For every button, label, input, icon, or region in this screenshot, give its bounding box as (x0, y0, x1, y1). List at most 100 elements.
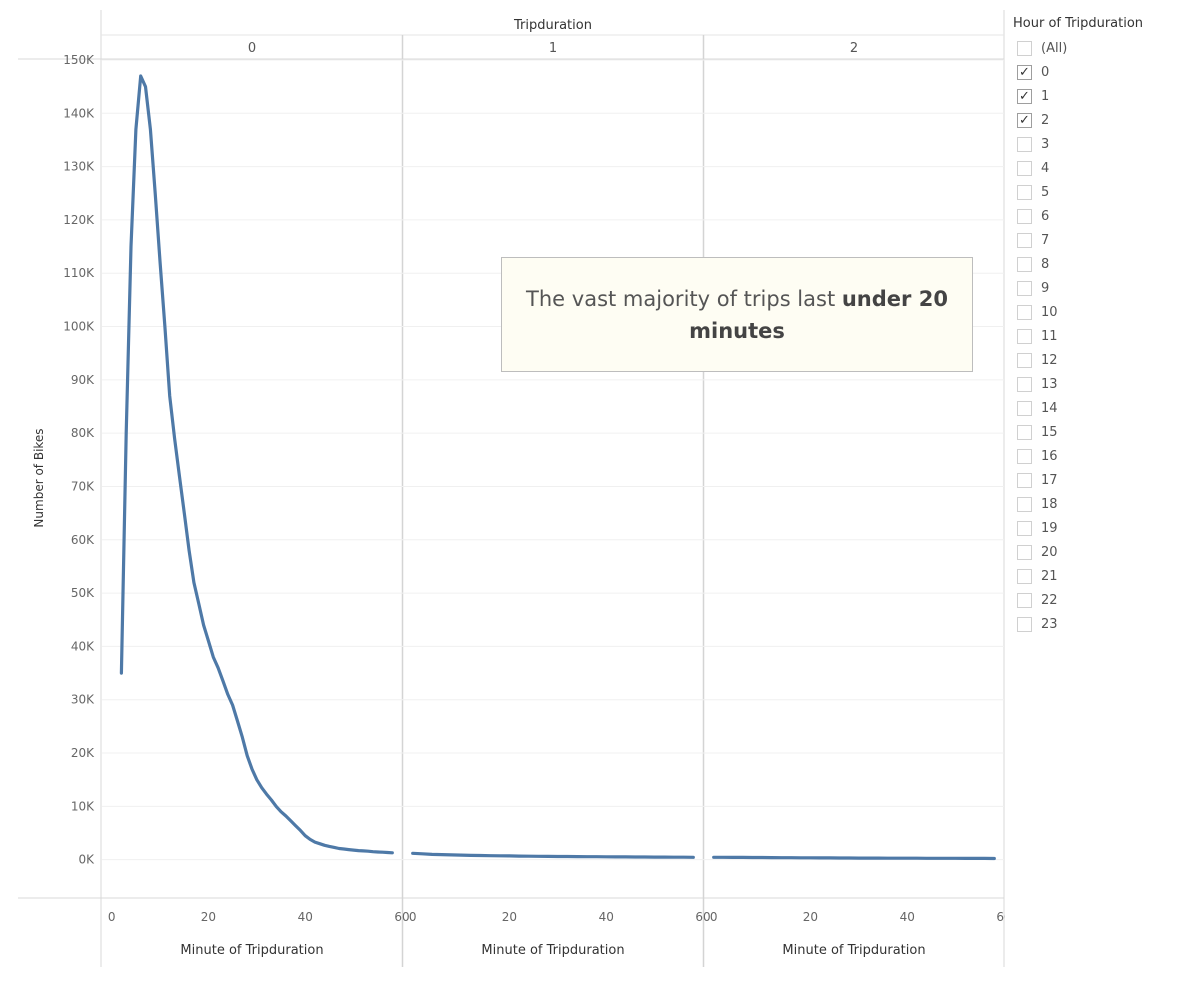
tripduration-chart: Tripduration 0 1 2 0K 10K 20K 30K 40K 50K 60K 70K… (18, 10, 1005, 967)
annotation-text-regular: The vast majority of trips last (526, 286, 842, 311)
filter-item-label: 15 (1041, 424, 1058, 440)
filter-item-label: 3 (1041, 136, 1050, 152)
y-tick-label: 0K (78, 853, 95, 867)
filter-item[interactable]: 23 (1013, 612, 1173, 636)
filter-item[interactable]: 14 (1013, 396, 1173, 420)
series-line-hour-2 (712, 855, 996, 861)
x-tick-label: 60 (695, 910, 710, 924)
filter-item[interactable]: 8 (1013, 252, 1173, 276)
filter-item[interactable]: 3 (1013, 132, 1173, 156)
filter-item[interactable]: 9 (1013, 276, 1173, 300)
checkbox-icon[interactable] (1017, 544, 1032, 560)
annotation-text: The vast majority of trips last under 20… (522, 283, 952, 347)
y-tick-label: 30K (71, 693, 95, 707)
checkbox-icon[interactable] (1017, 184, 1032, 200)
checkbox-icon[interactable] (1017, 208, 1032, 224)
y-tick-label: 120K (63, 213, 95, 227)
filter-item[interactable]: 22 (1013, 588, 1173, 612)
checkbox-icon[interactable] (1017, 520, 1032, 536)
x-tick-label: 40 (298, 910, 313, 924)
filter-list: (All) ✓ 0 ✓ 1 ✓ 2 3 4 5 6 7 8 9 10 11 12 13 14 15 16 17 18 19 20… (1013, 36, 1173, 636)
filter-item[interactable]: 13 (1013, 372, 1173, 396)
filter-item[interactable]: (All) (1013, 36, 1173, 60)
x-tick-label: 20 (502, 910, 517, 924)
y-tick-label: 20K (71, 746, 95, 760)
checkbox-icon[interactable] (1017, 568, 1032, 584)
panel-label: 1 (549, 41, 557, 56)
filter-item[interactable]: 5 (1013, 180, 1173, 204)
x-tick-label: 20 (803, 910, 818, 924)
checkbox-icon[interactable] (1017, 256, 1032, 272)
checkbox-icon[interactable] (1017, 472, 1032, 488)
y-tick-label: 60K (71, 533, 95, 547)
hour-filter: Hour of Tripduration (All) ✓ 0 ✓ 1 ✓ 2 3 4 5 6 7 8 9 1… (1013, 16, 1173, 636)
filter-item[interactable]: 4 (1013, 156, 1173, 180)
filter-item[interactable]: ✓ 0 (1013, 60, 1173, 84)
checkbox-icon[interactable] (1017, 232, 1032, 248)
filter-item-label: 22 (1041, 592, 1058, 608)
filter-item-label: 11 (1041, 328, 1058, 344)
filter-item-label: 20 (1041, 544, 1058, 560)
x-tick-label: 60 (394, 910, 409, 924)
filter-item[interactable]: ✓ 2 (1013, 108, 1173, 132)
y-tick-label: 130K (63, 160, 95, 174)
x-tick-label: 40 (599, 910, 614, 924)
y-tick-label: 100K (63, 320, 95, 334)
x-tick-label: 0 (710, 910, 718, 924)
checkbox-icon[interactable] (1017, 496, 1032, 512)
filter-item[interactable]: 19 (1013, 516, 1173, 540)
filter-item-label: 12 (1041, 352, 1058, 368)
checkbox-icon[interactable] (1017, 352, 1032, 368)
filter-item-label: 14 (1041, 400, 1058, 416)
checkbox-icon[interactable] (1017, 40, 1032, 56)
filter-item[interactable]: 6 (1013, 204, 1173, 228)
series-line-hour-0 (119, 74, 394, 855)
y-tick-label: 50K (71, 586, 95, 600)
filter-item-label: 8 (1041, 256, 1050, 272)
filter-item[interactable]: 7 (1013, 228, 1173, 252)
y-tick-label: 150K (63, 53, 95, 67)
filter-item-label: 16 (1041, 448, 1058, 464)
checked-checkbox-icon[interactable]: ✓ (1017, 112, 1032, 128)
y-tick-label: 10K (71, 799, 95, 813)
checkbox-icon[interactable] (1017, 280, 1032, 296)
checkbox-icon[interactable] (1017, 400, 1032, 416)
checkbox-icon[interactable] (1017, 160, 1032, 176)
filter-item[interactable]: 16 (1013, 444, 1173, 468)
filter-item[interactable]: 17 (1013, 468, 1173, 492)
checkbox-icon[interactable] (1017, 592, 1032, 608)
filter-item[interactable]: 18 (1013, 492, 1173, 516)
filter-item-label: 5 (1041, 184, 1050, 200)
filter-item-label: 4 (1041, 160, 1050, 176)
checkbox-icon[interactable] (1017, 136, 1032, 152)
checkbox-icon[interactable] (1017, 424, 1032, 440)
filter-item-label: 6 (1041, 208, 1050, 224)
filter-item[interactable]: 20 (1013, 540, 1173, 564)
panel-label: 0 (248, 41, 256, 56)
y-tick-label: 70K (71, 479, 95, 493)
checkbox-icon[interactable] (1017, 328, 1032, 344)
y-tick-label: 90K (71, 373, 95, 387)
checked-checkbox-icon[interactable]: ✓ (1017, 64, 1032, 80)
x-axis-label: Minute of Tripduration (180, 943, 323, 958)
filter-item[interactable]: 21 (1013, 564, 1173, 588)
checkbox-icon[interactable] (1017, 376, 1032, 392)
x-axis-label: Minute of Tripduration (782, 943, 925, 958)
filter-item[interactable]: 11 (1013, 324, 1173, 348)
filter-item[interactable]: ✓ 1 (1013, 84, 1173, 108)
column-header-title: Tripduration (513, 18, 592, 33)
filter-item[interactable]: 10 (1013, 300, 1173, 324)
x-axis-ticks: 020406002040600204060 (108, 910, 1005, 924)
x-tick-label: 0 (409, 910, 417, 924)
filter-item-label: 0 (1041, 64, 1050, 80)
checked-checkbox-icon[interactable]: ✓ (1017, 88, 1032, 104)
y-tick-label: 80K (71, 426, 95, 440)
x-tick-label: 20 (201, 910, 216, 924)
filter-item[interactable]: 12 (1013, 348, 1173, 372)
checkbox-icon[interactable] (1017, 616, 1032, 632)
checkbox-icon[interactable] (1017, 304, 1032, 320)
series-line-hour-1 (411, 851, 695, 859)
checkbox-icon[interactable] (1017, 448, 1032, 464)
filter-item[interactable]: 15 (1013, 420, 1173, 444)
x-tick-label: 60 (996, 910, 1005, 924)
